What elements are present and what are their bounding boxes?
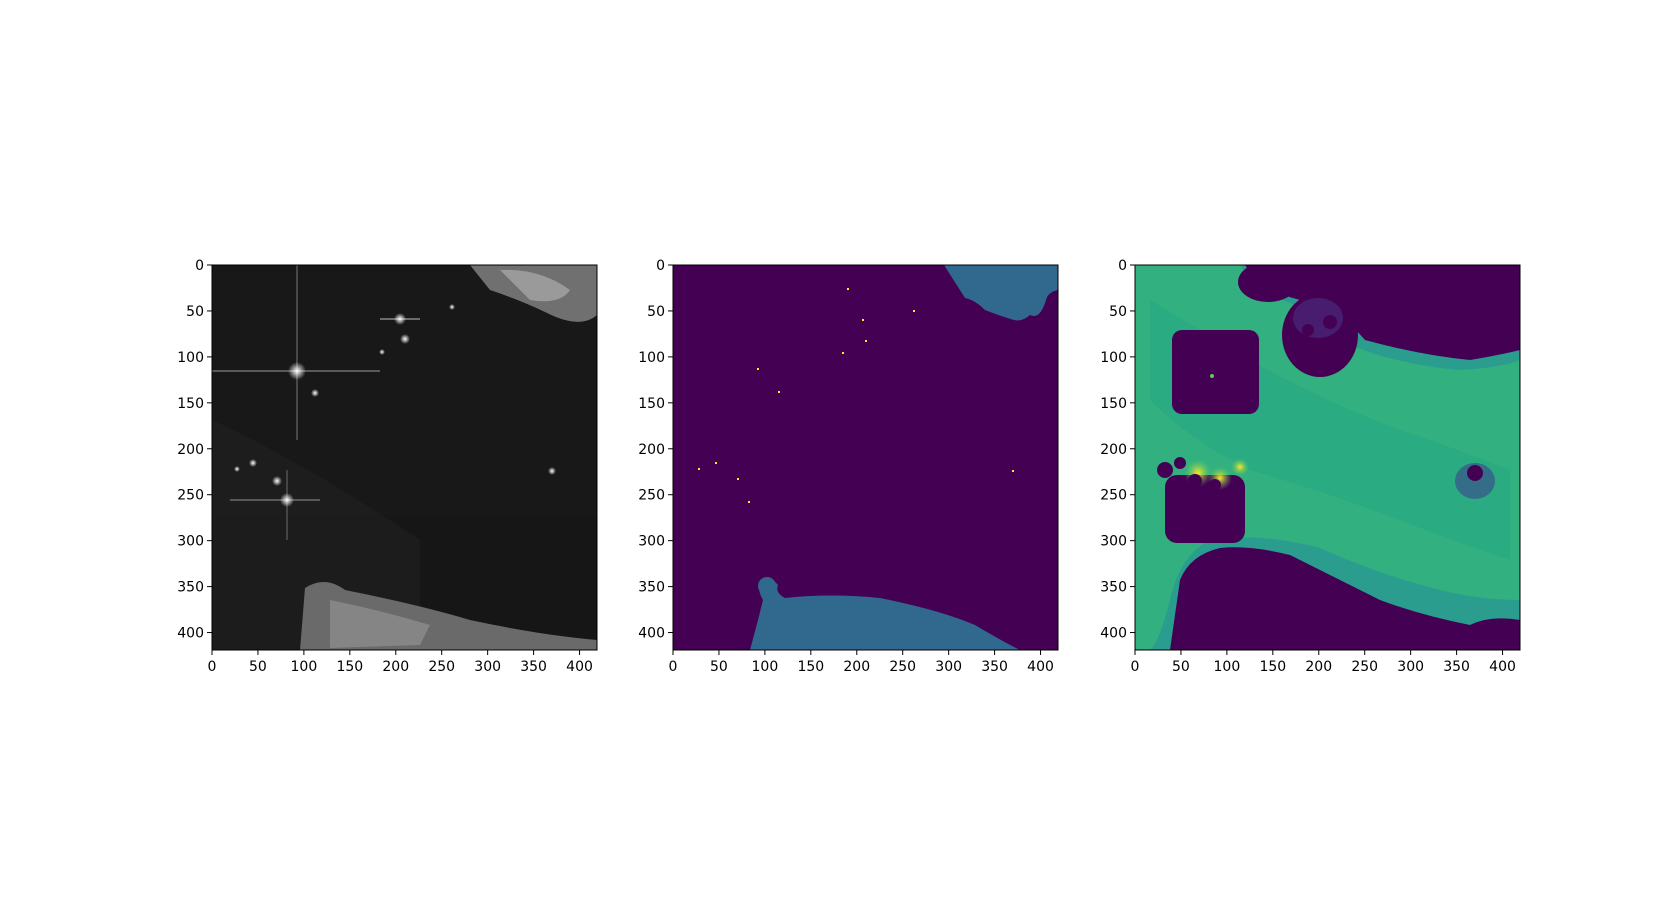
y-tick-label: 300 <box>1100 534 1127 550</box>
y-tick-label: 250 <box>1100 488 1127 504</box>
y-tick-label: 300 <box>177 534 204 550</box>
axes-frame <box>672 264 1059 651</box>
x-tick-label: 400 <box>1027 659 1054 675</box>
sar-image <box>212 265 597 650</box>
x-tick-label: 150 <box>336 659 363 675</box>
x-tick-label: 350 <box>981 659 1008 675</box>
y-tick-label: 50 <box>186 304 204 320</box>
x-axis-ticks: 0 50 100 150 200 250 300 350 400 <box>669 650 1054 675</box>
x-tick-label: 100 <box>752 659 779 675</box>
axes-frame <box>211 264 598 651</box>
x-tick-label: 300 <box>935 659 962 675</box>
x-tick-label: 400 <box>1489 659 1516 675</box>
y-axis-ticks: 0 50 100 150 200 250 300 350 400 <box>177 258 212 642</box>
x-tick-label: 250 <box>1351 659 1378 675</box>
y-tick-label: 100 <box>1100 350 1127 366</box>
x-tick-label: 50 <box>1172 659 1190 675</box>
probability-map-panel: 0 50 100 150 200 250 300 350 400 0 50 100 150 200 250… <box>1100 258 1521 675</box>
y-tick-label: 250 <box>177 488 204 504</box>
x-tick-label: 350 <box>520 659 547 675</box>
y-tick-label: 200 <box>177 442 204 458</box>
mask-image <box>673 265 1058 650</box>
probability-map-image <box>1135 265 1520 650</box>
y-tick-label: 200 <box>1100 442 1127 458</box>
x-tick-label: 0 <box>669 659 678 675</box>
x-tick-label: 350 <box>1443 659 1470 675</box>
y-tick-label: 300 <box>638 534 665 550</box>
x-tick-label: 50 <box>249 659 267 675</box>
y-tick-label: 100 <box>177 350 204 366</box>
y-tick-label: 150 <box>1100 396 1127 412</box>
mask-panel: 0 50 100 150 200 250 300 350 400 0 50 100 150 200 250… <box>638 258 1059 675</box>
x-tick-label: 0 <box>1131 659 1140 675</box>
x-tick-label: 100 <box>1214 659 1241 675</box>
y-axis-ticks: 0 50 100 150 200 250 300 350 400 <box>638 258 673 642</box>
x-tick-label: 150 <box>1259 659 1286 675</box>
y-tick-label: 150 <box>177 396 204 412</box>
x-tick-label: 0 <box>208 659 217 675</box>
y-tick-label: 350 <box>638 580 665 596</box>
y-tick-label: 100 <box>638 350 665 366</box>
y-tick-label: 400 <box>1100 626 1127 642</box>
x-tick-label: 150 <box>797 659 824 675</box>
x-tick-label: 250 <box>889 659 916 675</box>
y-tick-label: 50 <box>1109 304 1127 320</box>
y-tick-label: 200 <box>638 442 665 458</box>
x-tick-label: 400 <box>566 659 593 675</box>
x-tick-label: 200 <box>1305 659 1332 675</box>
x-tick-label: 200 <box>843 659 870 675</box>
axes-frame <box>1134 264 1521 651</box>
x-tick-label: 300 <box>1397 659 1424 675</box>
x-tick-label: 250 <box>428 659 455 675</box>
y-tick-label: 0 <box>656 258 665 274</box>
y-tick-label: 150 <box>638 396 665 412</box>
y-tick-label: 400 <box>177 626 204 642</box>
sar-image-panel: 0 50 100 150 200 250 300 350 400 0 50 100 150 200 250… <box>177 258 598 675</box>
y-tick-label: 350 <box>1100 580 1127 596</box>
y-axis-ticks: 0 50 100 150 200 250 300 350 400 <box>1100 258 1135 642</box>
y-tick-label: 0 <box>1118 258 1127 274</box>
y-tick-label: 350 <box>177 580 204 596</box>
y-tick-label: 0 <box>195 258 204 274</box>
x-tick-label: 100 <box>291 659 318 675</box>
x-tick-label: 300 <box>474 659 501 675</box>
x-tick-label: 50 <box>710 659 728 675</box>
x-axis-ticks: 0 50 100 150 200 250 300 350 400 <box>208 650 593 675</box>
x-axis-ticks: 0 50 100 150 200 250 300 350 400 <box>1131 650 1516 675</box>
y-tick-label: 400 <box>638 626 665 642</box>
y-tick-label: 250 <box>638 488 665 504</box>
x-tick-label: 200 <box>382 659 409 675</box>
y-tick-label: 50 <box>647 304 665 320</box>
